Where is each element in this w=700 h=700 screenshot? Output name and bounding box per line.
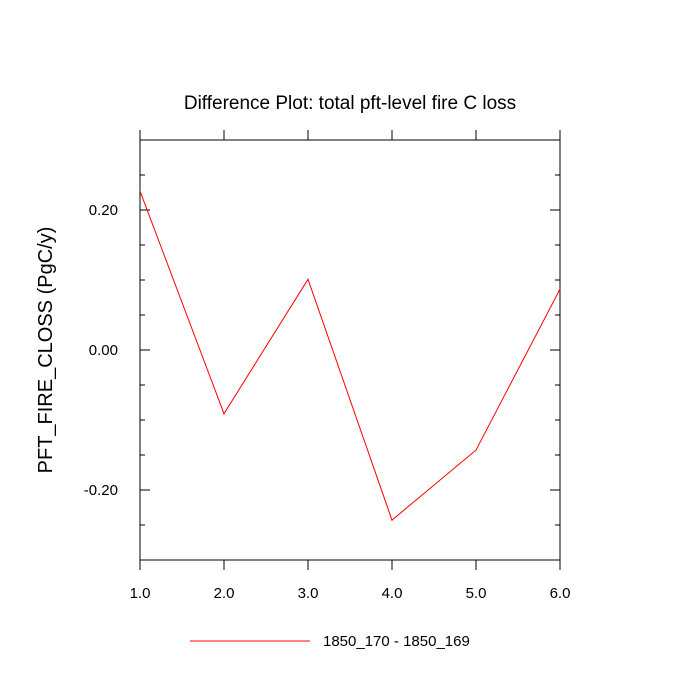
plot-frame xyxy=(139,139,561,561)
y-axis-label: PFT_FIRE_CLOSS (PgC/y) xyxy=(35,227,57,474)
y-tick-label: -0.20 xyxy=(84,482,118,499)
series-layer xyxy=(139,190,561,521)
x-tick-label: 2.0 xyxy=(214,585,235,602)
data-point xyxy=(559,288,561,290)
x-tick-label: 6.0 xyxy=(550,585,571,602)
y-tick-label: 0.00 xyxy=(89,342,118,359)
data-point xyxy=(139,190,141,192)
data-point xyxy=(223,413,225,415)
legend-label: 1850_170 - 1850_169 xyxy=(323,633,470,650)
legend: 1850_170 - 1850_169 xyxy=(190,633,470,650)
tick-labels: 1.0 2.0 3.0 4.0 5.0 6.0 -0.20 0.00 0.20 xyxy=(84,202,571,602)
data-point xyxy=(307,278,309,280)
axis-ticks xyxy=(139,130,561,570)
x-tick-label: 5.0 xyxy=(466,585,487,602)
data-point xyxy=(391,519,393,521)
x-tick-label: 4.0 xyxy=(382,585,403,602)
data-point xyxy=(475,449,477,451)
x-tick-label: 3.0 xyxy=(298,585,319,602)
series-line xyxy=(139,190,561,521)
x-tick-label: 1.0 xyxy=(130,585,151,602)
chart-title: Difference Plot: total pft-level fire C … xyxy=(184,93,516,114)
y-tick-label: 0.20 xyxy=(89,202,118,219)
